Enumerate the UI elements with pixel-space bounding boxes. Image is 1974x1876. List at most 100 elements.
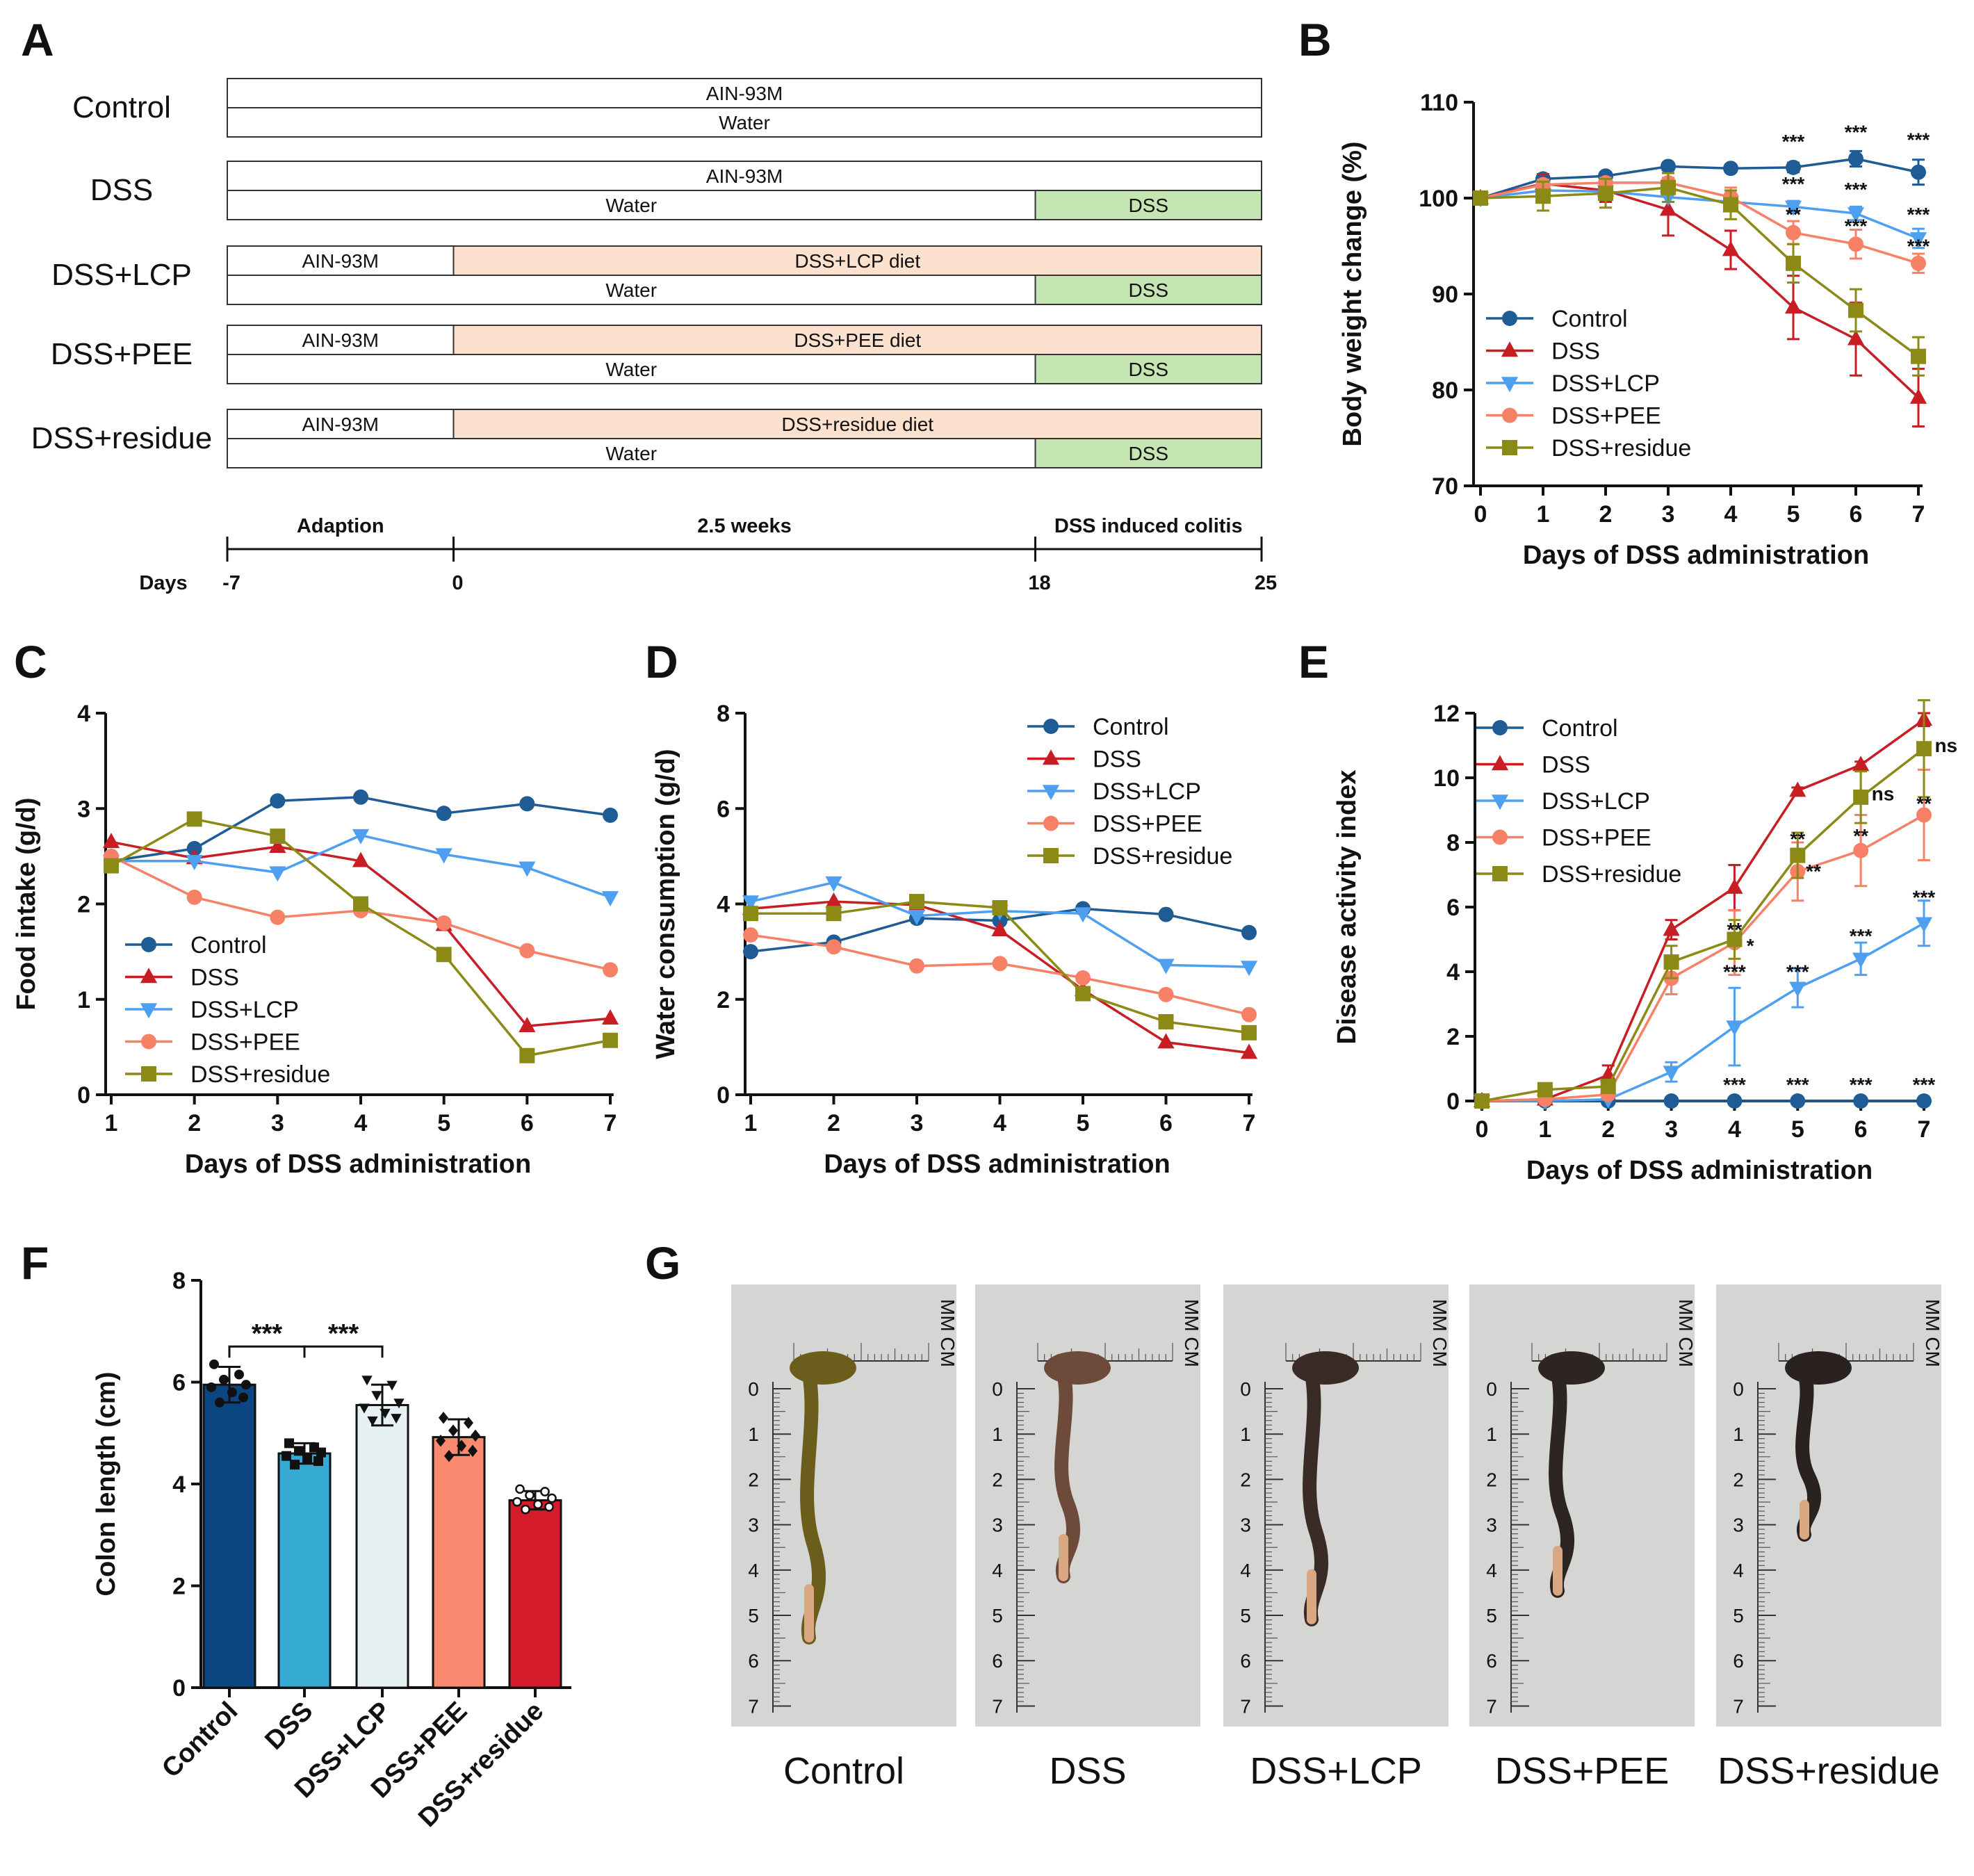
data-point [352, 829, 370, 845]
data-point [1600, 1079, 1616, 1095]
significance-label: *** [1782, 173, 1805, 195]
data-point [186, 889, 202, 905]
significance-bracket [303, 1345, 384, 1358]
data-point [290, 1460, 300, 1470]
significance-label: *** [1723, 961, 1746, 982]
data-point [186, 854, 203, 870]
ruler-number: 5 [748, 1605, 759, 1626]
legend-label: DSS+PEE [1551, 403, 1661, 430]
data-point [1240, 961, 1258, 977]
data-point [282, 1451, 291, 1461]
data-point [1790, 847, 1806, 863]
x-tick-label: 3 [911, 1110, 924, 1136]
legend: Control DSS DSS+LCP DSS+PEE DSS+residue [125, 932, 330, 1088]
ruler-unit: MM CM [1181, 1299, 1202, 1367]
data-point [909, 958, 924, 974]
data-point [206, 1382, 216, 1392]
legend-label: DSS [190, 965, 239, 991]
y-tick-label: 90 [1432, 282, 1458, 308]
significance-label: *** [1845, 121, 1868, 142]
data-point [269, 866, 286, 882]
data-point [448, 1424, 458, 1437]
y-tick-label: 12 [1433, 701, 1460, 727]
ruler-number: 4 [992, 1560, 1003, 1581]
data-point [104, 858, 119, 874]
colon-photo: 0 1 2 3 4 5 6 7 MM CM DSS+LCP [1223, 1284, 1451, 1792]
data-point [1537, 1082, 1553, 1098]
ruler-number: 6 [992, 1650, 1003, 1672]
ruler-unit: MM CM [1922, 1299, 1943, 1367]
data-point [435, 848, 452, 864]
design-box-label: AIN-93M [302, 250, 379, 272]
data-point [209, 1359, 219, 1369]
design-box-diet [227, 245, 455, 276]
design-box-label: Water [605, 279, 657, 301]
legend-label: DSS+LCP [1093, 778, 1201, 805]
x-tick-label: 6 [521, 1110, 534, 1136]
data-point [1853, 842, 1869, 858]
data-point [601, 891, 619, 907]
data-point [313, 1456, 323, 1467]
photo-background [1223, 1284, 1449, 1727]
legend-marker [1501, 341, 1519, 357]
legend-label: DSS+residue [190, 1061, 330, 1088]
ruler-number: 0 [748, 1378, 759, 1400]
legend-label: DSS+PEE [190, 1029, 300, 1056]
ruler-number: 3 [992, 1515, 1003, 1536]
data-point [1661, 158, 1676, 174]
data-point [270, 829, 286, 845]
legend-label: Control [1551, 306, 1628, 332]
x-axis-title: Days of DSS administration [1523, 541, 1869, 570]
timeline-phase-label: 2.5 weeks [697, 515, 791, 537]
y-tick-label: 0 [717, 1082, 730, 1109]
ruler-number: 7 [748, 1695, 759, 1717]
data-point [1723, 197, 1738, 213]
data-point [361, 1376, 373, 1386]
ruler-number: 2 [1240, 1469, 1251, 1490]
colon-photo: 0 1 2 3 4 5 6 7 MM CM DSS+PEE [1469, 1284, 1697, 1792]
x-tick-label: 6 [1850, 501, 1863, 528]
design-box-label: DSS+residue diet [781, 414, 933, 435]
data-point [1786, 225, 1801, 240]
data-point [1158, 986, 1174, 1002]
ruler-number: 4 [1486, 1560, 1497, 1581]
data-point [825, 892, 842, 908]
y-tick-label: 8 [1446, 830, 1460, 856]
colon-photo: 0 1 2 3 4 5 6 7 MM CM DSS [975, 1284, 1202, 1792]
data-point [444, 1449, 454, 1462]
x-tick-label: 3 [1662, 501, 1675, 528]
significance-label: *** [1786, 961, 1809, 982]
design-box-label: AIN-93M [706, 83, 783, 104]
x-tick-label: 7 [604, 1110, 617, 1136]
data-point [436, 1434, 446, 1447]
design-box-label: Water [605, 195, 657, 216]
design-box-label: Water [719, 112, 770, 133]
data-point [826, 939, 842, 955]
bar [355, 1403, 409, 1689]
photo-label: DSS [1049, 1750, 1126, 1792]
y-tick-label: 6 [717, 796, 730, 822]
data-point [1241, 1025, 1257, 1041]
data-point [991, 921, 1009, 937]
series-line [1481, 747, 1925, 1102]
data-point [1848, 151, 1863, 167]
data-point [1789, 781, 1806, 797]
significance-label: *** [328, 1319, 359, 1348]
data-point [1727, 1093, 1743, 1109]
panel-label-d: D [645, 636, 678, 687]
ruler-number: 3 [1486, 1515, 1497, 1536]
photo-label: Control [783, 1750, 904, 1792]
series-line [750, 933, 1250, 1016]
data-point [1909, 388, 1927, 404]
x-tick-label: 1 [105, 1110, 118, 1136]
data-point [1722, 240, 1740, 256]
data-point [471, 1429, 480, 1442]
data-point [743, 944, 758, 960]
significance-label: *** [1907, 204, 1930, 225]
data-point [1663, 1066, 1680, 1082]
data-point [1240, 1043, 1258, 1059]
data-point [464, 1417, 473, 1429]
x-tick-label: 3 [271, 1110, 284, 1136]
data-point [186, 811, 202, 827]
significance-label: *** [1913, 1074, 1936, 1095]
